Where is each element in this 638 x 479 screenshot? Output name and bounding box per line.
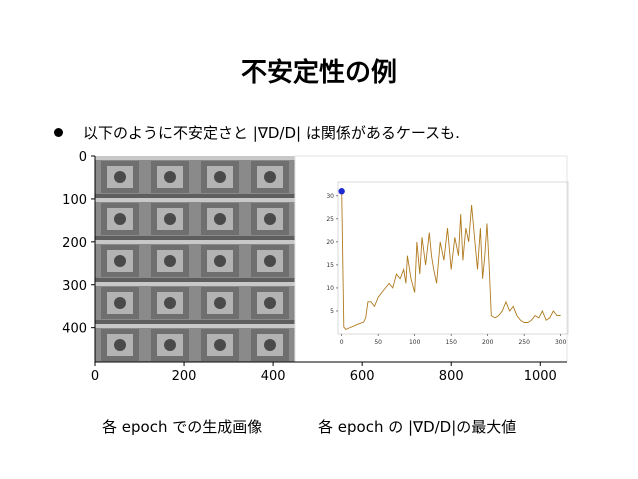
inner-chart-canvas	[294, 155, 568, 363]
inner-x-tick-label: 50	[374, 339, 382, 346]
max-point-marker	[338, 188, 345, 195]
y-tick-label: 100	[62, 193, 87, 208]
bullet-dot-icon	[54, 128, 63, 137]
bullet-item: 以下のように不安定さと |∇D/D| は関係があるケースも.	[54, 122, 460, 143]
inner-x-tick-label: 250	[518, 339, 530, 346]
series-line	[341, 191, 561, 330]
y-tick-label: 200	[62, 236, 87, 251]
bullet-text: 以下のように不安定さと |∇D/D| は関係があるケースも.	[83, 124, 460, 142]
x-tick-label: 1000	[524, 369, 557, 384]
x-tick-label: 200	[172, 369, 197, 384]
inner-y-tick-label: 10	[326, 285, 334, 292]
x-tick-label: 600	[350, 369, 375, 384]
x-tick-label: 0	[91, 369, 99, 384]
inner-chart-frame	[337, 181, 569, 335]
x-tick-label: 400	[261, 369, 286, 384]
inner-x-tick-label: 0	[340, 339, 344, 346]
y-tick-label: 0	[79, 150, 87, 165]
inner-x-tick-label: 150	[445, 339, 457, 346]
generated-image-grid	[95, 156, 295, 362]
inner-y-tick-label: 25	[326, 216, 334, 223]
generated-image-panel	[95, 156, 295, 362]
inner-y-tick-label: 15	[326, 262, 334, 269]
inner-y-tick-label: 20	[326, 239, 334, 246]
inner-x-tick-label: 300	[555, 339, 567, 346]
inner-y-tick-label: 30	[326, 193, 334, 200]
inner-x-tick-label: 100	[409, 339, 421, 346]
inner-x-tick-label: 200	[482, 339, 494, 346]
y-tick-label: 400	[62, 322, 87, 337]
y-tick-label: 300	[62, 279, 87, 294]
inner-y-tick-label: 5	[330, 308, 334, 315]
caption-generated-images: 各 epoch での生成画像	[102, 418, 263, 436]
caption-gradient-max: 各 epoch の |∇D/D|の最大値	[318, 418, 517, 436]
slide-title: 不安定性の例	[240, 58, 397, 88]
x-tick-label: 800	[439, 369, 464, 384]
